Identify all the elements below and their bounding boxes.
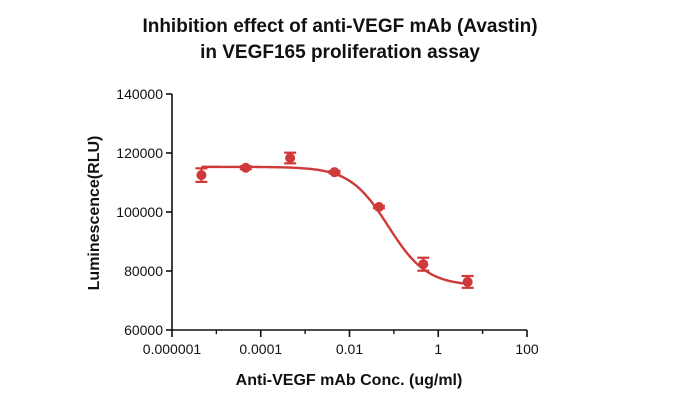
chart-title-line-1: Inhibition effect of anti-VEGF mAb (Avas…	[142, 16, 538, 37]
y-tick-label: 120000	[116, 145, 163, 161]
data-point-marker	[240, 162, 251, 173]
data-point-marker	[285, 153, 296, 164]
y-tick-label: 60000	[124, 322, 163, 338]
data-point	[328, 167, 341, 178]
y-tick-label: 100000	[116, 204, 163, 220]
data-point	[284, 151, 297, 165]
data-point-marker	[462, 276, 473, 287]
chart-title: Inhibition effect of anti-VEGF mAb (Avas…	[0, 14, 680, 66]
x-tick-label: 0.0001	[239, 341, 282, 357]
y-tick-label: 140000	[116, 86, 163, 102]
data-point	[372, 201, 385, 212]
data-point-marker	[373, 201, 384, 212]
x-tick-label: 100	[515, 341, 539, 357]
y-tick-label: 80000	[124, 263, 163, 279]
x-tick-label: 0.01	[336, 341, 363, 357]
data-point	[195, 167, 208, 184]
data-points-layer	[195, 151, 474, 289]
chart-title-line-2: in VEGF165 proliferation assay	[200, 42, 480, 63]
data-point-marker	[329, 167, 340, 178]
y-axis-label: Luminescence(RLU)	[86, 136, 103, 291]
data-point-marker	[196, 170, 207, 181]
x-tick-label: 1	[434, 341, 442, 357]
data-point	[461, 274, 474, 289]
data-point	[417, 256, 430, 272]
data-point	[239, 162, 252, 173]
data-point-marker	[418, 259, 429, 270]
axes: 60000 80000 100000 120000 140000 0.000001 0.00…	[116, 86, 539, 357]
x-axis-label: Anti-VEGF mAb Conc. (ug/ml)	[236, 372, 463, 389]
x-tick-label: 0.000001	[143, 341, 202, 357]
